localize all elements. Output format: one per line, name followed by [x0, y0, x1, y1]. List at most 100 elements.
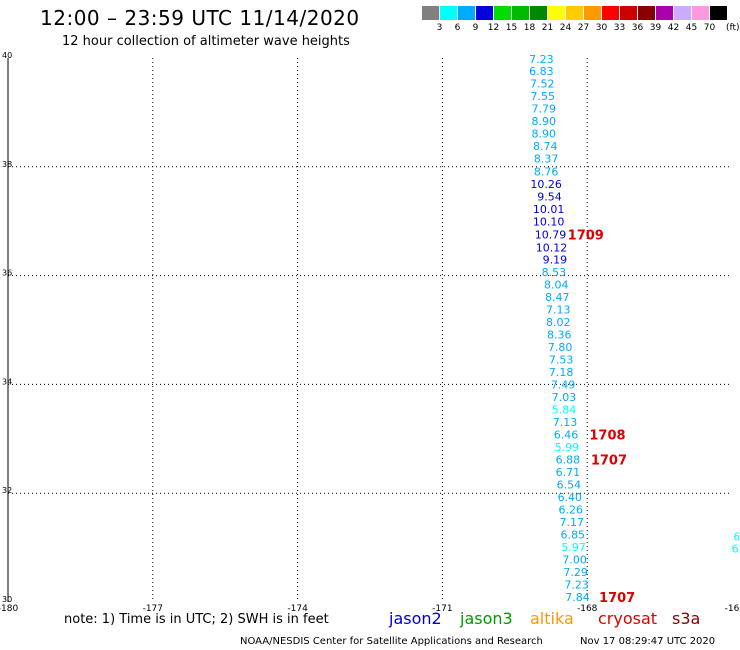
- scale-bin-label: 3: [436, 23, 443, 33]
- swh-point-label: 8.74: [533, 140, 558, 153]
- footer-timestamp: Nov 17 08:29:47 UTC 2020: [580, 636, 716, 647]
- x-tick-label: -168: [577, 604, 598, 614]
- time-label: 1707: [591, 453, 627, 468]
- scale-bin-label: 45: [685, 23, 698, 33]
- swh-point-label: 8.90: [532, 115, 557, 128]
- scale-unit-label: (ft): [726, 23, 740, 33]
- time-label: 1707: [599, 591, 635, 606]
- scale-bin-label: 27: [577, 23, 590, 33]
- swh-point-label: 7.49: [551, 378, 576, 391]
- scale-swatch: [602, 6, 619, 20]
- scale-bin-label: 33: [613, 23, 626, 33]
- x-tick-label: -177: [143, 604, 163, 614]
- swh-point-label: 7.55: [531, 90, 556, 103]
- swh-point-label: 6.85: [560, 529, 585, 542]
- swh-point-label: 8.76: [534, 166, 559, 179]
- y-tick-label: 38: [2, 160, 12, 169]
- swh-point-label: 5.97: [561, 541, 586, 554]
- satellite-legend-item: jason3: [460, 609, 513, 628]
- scale-swatch: [638, 6, 655, 20]
- scale-swatch: [458, 6, 475, 20]
- map-subtitle: 12 hour collection of altimeter wave hei…: [62, 34, 350, 49]
- y-tick-label: 32: [2, 486, 12, 495]
- satellite-legend-item: altika: [530, 609, 574, 628]
- swh-point-label: 8.47: [545, 291, 570, 304]
- swh-point-label: 5.99: [555, 441, 580, 454]
- scale-swatch: [710, 6, 727, 20]
- scale-swatch: [422, 6, 439, 20]
- time-label: 1709: [568, 228, 604, 243]
- swh-point-label: 7.00: [562, 554, 587, 567]
- swh-point-label: 7.23: [564, 579, 589, 592]
- scale-swatch: [512, 6, 529, 20]
- scale-swatch: [494, 6, 511, 20]
- swh-point-label: 6.83: [529, 65, 554, 78]
- swh-point-label: 7.13: [546, 303, 571, 316]
- swh-point-label: 7.17: [560, 516, 585, 529]
- x-tick-label: -180: [0, 604, 18, 614]
- swh-point-label: 8.37: [534, 153, 559, 166]
- swh-point-label: 10.26: [530, 178, 562, 191]
- swh-point-label: 8.36: [547, 328, 572, 341]
- swh-point-label: 10.01: [533, 203, 565, 216]
- scale-bin-label: 36: [631, 23, 644, 33]
- swh-point-label: 7.80: [548, 341, 573, 354]
- swh-point-label: 8.90: [532, 128, 557, 141]
- swh-point-label: 7.84: [565, 591, 590, 604]
- satellite-legend-item: jason2: [389, 609, 442, 628]
- swh-point-label: 7.29: [563, 566, 588, 579]
- swh-point-label: 10.79: [535, 228, 567, 241]
- swh-point-label: 8.02: [546, 316, 571, 329]
- y-tick-label: 36: [2, 269, 12, 278]
- scale-bin-label: 21: [541, 23, 554, 33]
- scale-swatch: [584, 6, 601, 20]
- scale-bin-label: 24: [559, 23, 572, 33]
- swh-point-label: 7.79: [532, 103, 557, 116]
- swh-point-label: 6.40: [558, 491, 583, 504]
- map-title: 12:00 – 23:59 UTC 11/14/2020: [40, 6, 360, 30]
- scale-bin-label: 39: [649, 23, 662, 33]
- swh-point-label: 7.03: [552, 391, 577, 404]
- scale-bin-label: 42: [667, 23, 680, 33]
- swh-point-label: 8.53: [542, 266, 567, 279]
- swh-point-label: 6.88: [556, 453, 581, 466]
- y-tick-label: 34: [2, 377, 12, 386]
- swh-point-label: 10.10: [533, 216, 565, 229]
- swh-point-label: 7.13: [553, 416, 578, 429]
- scale-swatch: [692, 6, 709, 20]
- swh-point-label: 10.12: [536, 241, 568, 254]
- scale-swatch: [566, 6, 583, 20]
- footer-note: note: 1) Time is in UTC; 2) SWH is in fe…: [64, 612, 329, 627]
- x-tick-label: -174: [287, 604, 308, 614]
- x-tick-label: -16: [725, 604, 740, 614]
- scale-swatch: [548, 6, 565, 20]
- scale-bin-label: 30: [595, 23, 608, 33]
- scale-bin-label: 6: [454, 23, 461, 33]
- swh-point-label: 7.53: [549, 353, 574, 366]
- swh-point-label: 8.04: [544, 278, 569, 291]
- scale-swatch: [674, 6, 691, 20]
- swh-point-label: 7.23: [529, 53, 554, 66]
- footer-credit: NOAA/NESDIS Center for Satellite Applica…: [240, 636, 543, 647]
- swh-point-label: 6.46: [554, 428, 579, 441]
- scale-bin-label: 12: [487, 23, 500, 33]
- satellite-legend-item: cryosat: [598, 609, 658, 628]
- scale-bin-label: 9: [472, 23, 479, 33]
- swh-point-label: 6.: [732, 543, 740, 556]
- x-tick-label: -171: [432, 604, 452, 614]
- scale-bin-label: 70: [703, 23, 716, 33]
- scale-bin-label: 18: [523, 23, 536, 33]
- y-tick-label: 40: [2, 51, 12, 60]
- swh-point-label: 9.54: [537, 191, 562, 204]
- swh-point-label: 7.18: [549, 366, 574, 379]
- swh-point-label: 6.54: [557, 478, 582, 491]
- scale-swatch: [476, 6, 493, 20]
- swh-point-label: 6.71: [556, 466, 581, 479]
- scale-bin-label: 15: [505, 23, 518, 33]
- scale-swatch: [530, 6, 547, 20]
- scale-swatch: [620, 6, 637, 20]
- y-tick-label: 30: [2, 595, 12, 604]
- swh-point-label: 6.26: [559, 504, 584, 517]
- scale-swatch: [656, 6, 673, 20]
